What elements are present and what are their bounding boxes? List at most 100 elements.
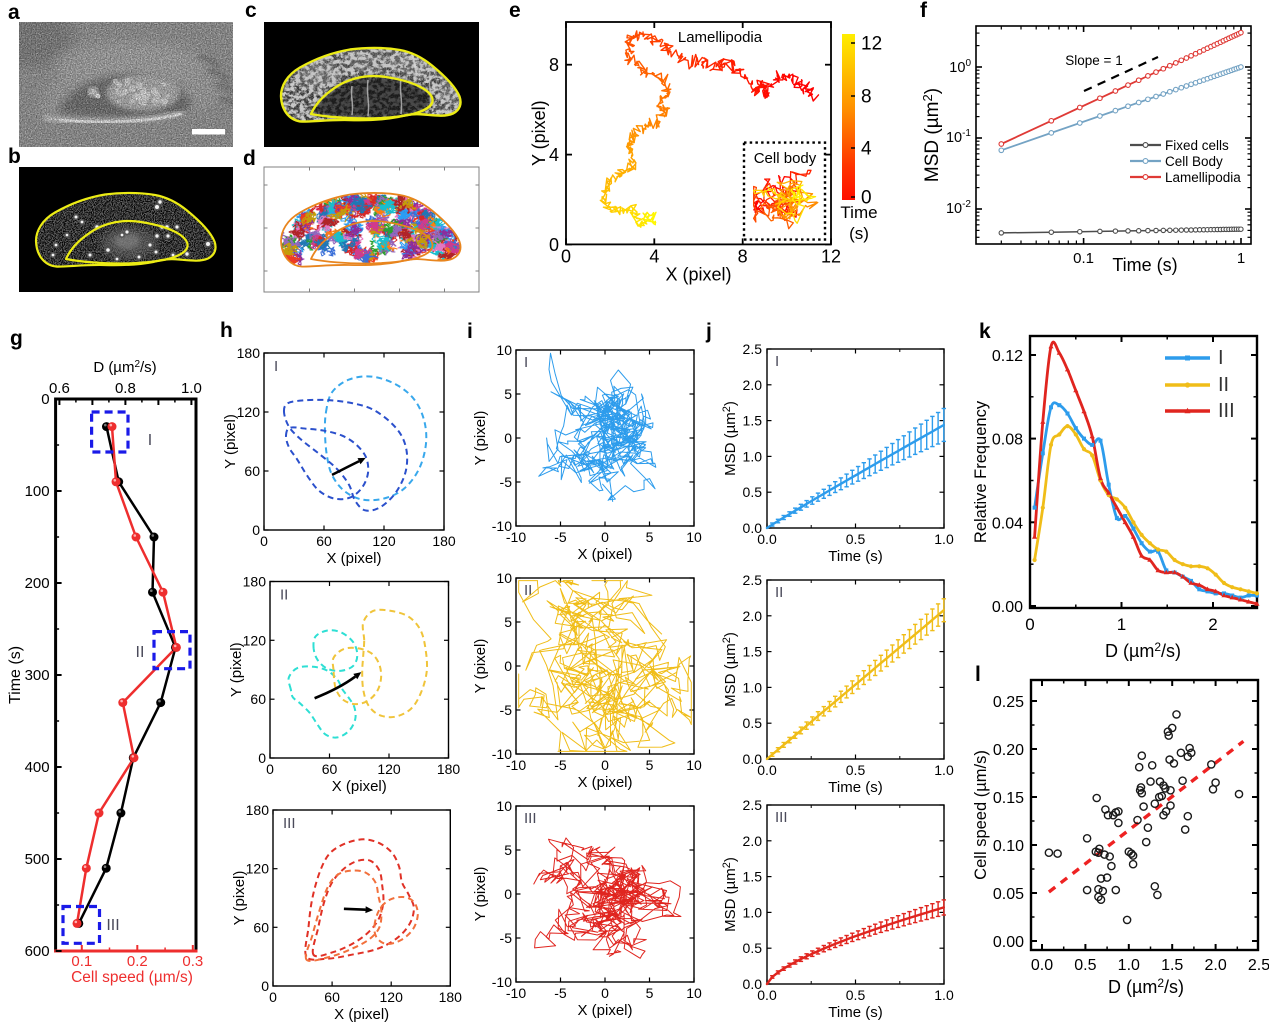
svg-text:Y (pixel): Y (pixel): [472, 867, 489, 922]
svg-text:5: 5: [504, 842, 512, 858]
svg-text:D (µm2/s): D (µm2/s): [1105, 640, 1181, 661]
svg-text:0.0: 0.0: [743, 520, 763, 536]
svg-text:l: l: [975, 663, 981, 686]
svg-text:h: h: [220, 319, 233, 342]
svg-text:0.5: 0.5: [1074, 957, 1096, 974]
svg-text:2.5: 2.5: [1248, 957, 1269, 974]
svg-text:0.5: 0.5: [846, 531, 866, 547]
svg-text:600: 600: [25, 943, 50, 960]
svg-text:X (pixel): X (pixel): [665, 264, 731, 284]
svg-text:0.5: 0.5: [743, 484, 763, 500]
svg-text:MSD (µm2): MSD (µm2): [721, 401, 739, 476]
svg-text:2.0: 2.0: [743, 377, 763, 393]
svg-text:Y (pixel): Y (pixel): [472, 639, 489, 694]
svg-text:0: 0: [504, 886, 512, 902]
svg-text:60: 60: [253, 919, 269, 935]
svg-text:1.0: 1.0: [934, 987, 954, 1003]
svg-text:120: 120: [237, 404, 261, 420]
svg-text:5: 5: [504, 386, 512, 402]
svg-text:Y (pixel): Y (pixel): [472, 411, 489, 466]
svg-text:Y (pixel): Y (pixel): [231, 871, 248, 926]
svg-text:Time (s): Time (s): [828, 548, 882, 565]
svg-text:1.0: 1.0: [743, 679, 763, 695]
svg-text:Time (s): Time (s): [1112, 255, 1177, 275]
svg-text:60: 60: [324, 989, 340, 1005]
svg-text:Time (s): Time (s): [7, 646, 24, 704]
svg-text:-10: -10: [506, 985, 526, 1001]
svg-text:200: 200: [25, 575, 50, 592]
svg-text:180: 180: [246, 802, 270, 818]
svg-text:12: 12: [821, 246, 841, 266]
svg-text:Fixed cells: Fixed cells: [1165, 138, 1229, 153]
svg-text:-10: -10: [506, 529, 526, 545]
svg-text:III: III: [524, 810, 537, 827]
svg-text:180: 180: [432, 533, 456, 549]
svg-text:0.3: 0.3: [182, 953, 203, 970]
svg-text:0.15: 0.15: [993, 790, 1024, 807]
svg-text:0: 0: [861, 188, 872, 209]
svg-text:10: 10: [496, 570, 512, 586]
svg-text:1: 1: [1117, 615, 1126, 634]
svg-text:0.05: 0.05: [993, 886, 1024, 903]
svg-text:0.2: 0.2: [127, 953, 148, 970]
svg-text:Y (pixel): Y (pixel): [222, 414, 239, 469]
svg-text:Slope = 1: Slope = 1: [1065, 53, 1122, 68]
svg-text:0.6: 0.6: [49, 380, 70, 397]
svg-text:II: II: [775, 584, 783, 601]
svg-text:10: 10: [496, 798, 512, 814]
svg-text:0.5: 0.5: [743, 715, 763, 731]
svg-text:0: 0: [601, 757, 609, 773]
svg-text:MSD (µm2): MSD (µm2): [721, 857, 739, 932]
svg-text:MSD (µm2): MSD (µm2): [721, 632, 739, 707]
svg-text:0.5: 0.5: [846, 762, 866, 778]
svg-text:0.12: 0.12: [992, 348, 1023, 365]
svg-text:g: g: [10, 327, 23, 350]
svg-text:60: 60: [244, 463, 260, 479]
svg-text:f: f: [920, 0, 928, 22]
svg-text:5: 5: [504, 614, 512, 630]
svg-text:0: 0: [260, 533, 268, 549]
svg-text:0: 0: [269, 989, 277, 1005]
svg-text:1.0: 1.0: [934, 762, 954, 778]
svg-text:1.0: 1.0: [743, 904, 763, 920]
svg-text:0.00: 0.00: [993, 934, 1024, 951]
svg-text:Cell speed (µm/s): Cell speed (µm/s): [972, 750, 990, 880]
svg-text:D (µm2/s): D (µm2/s): [1108, 976, 1184, 997]
svg-text:Time: Time: [840, 203, 877, 222]
svg-text:120: 120: [377, 761, 401, 777]
svg-text:Cell Body: Cell Body: [1165, 154, 1223, 169]
svg-text:4: 4: [549, 145, 559, 165]
svg-text:0.0: 0.0: [757, 987, 777, 1003]
svg-text:1.5: 1.5: [743, 413, 763, 429]
svg-text:1.5: 1.5: [743, 644, 763, 660]
svg-text:120: 120: [380, 989, 404, 1005]
svg-text:j: j: [705, 320, 712, 343]
svg-text:1.0: 1.0: [181, 380, 202, 397]
svg-text:10: 10: [686, 757, 702, 773]
svg-text:0.0: 0.0: [757, 762, 777, 778]
svg-text:-5: -5: [554, 757, 567, 773]
svg-text:I: I: [148, 432, 152, 449]
svg-text:I: I: [274, 358, 278, 375]
svg-text:0: 0: [258, 750, 266, 766]
svg-text:-5: -5: [500, 474, 513, 490]
svg-text:1.0: 1.0: [1118, 957, 1140, 974]
svg-text:2.0: 2.0: [743, 608, 763, 624]
svg-text:0.5: 0.5: [846, 987, 866, 1003]
svg-text:60: 60: [250, 691, 266, 707]
svg-text:8: 8: [861, 87, 872, 108]
svg-text:120: 120: [243, 632, 267, 648]
svg-text:5: 5: [646, 529, 654, 545]
svg-text:II: II: [136, 644, 145, 661]
svg-text:100: 100: [25, 483, 50, 500]
svg-text:0: 0: [504, 430, 512, 446]
svg-text:180: 180: [237, 345, 261, 361]
svg-text:0: 0: [561, 246, 571, 266]
svg-text:2: 2: [1208, 615, 1217, 634]
svg-text:-5: -5: [500, 702, 513, 718]
svg-text:X (pixel): X (pixel): [577, 774, 632, 791]
svg-text:0: 0: [261, 978, 269, 994]
svg-text:Lamellipodia: Lamellipodia: [1165, 170, 1241, 185]
svg-text:II: II: [524, 582, 532, 599]
svg-text:0.08: 0.08: [992, 432, 1023, 449]
